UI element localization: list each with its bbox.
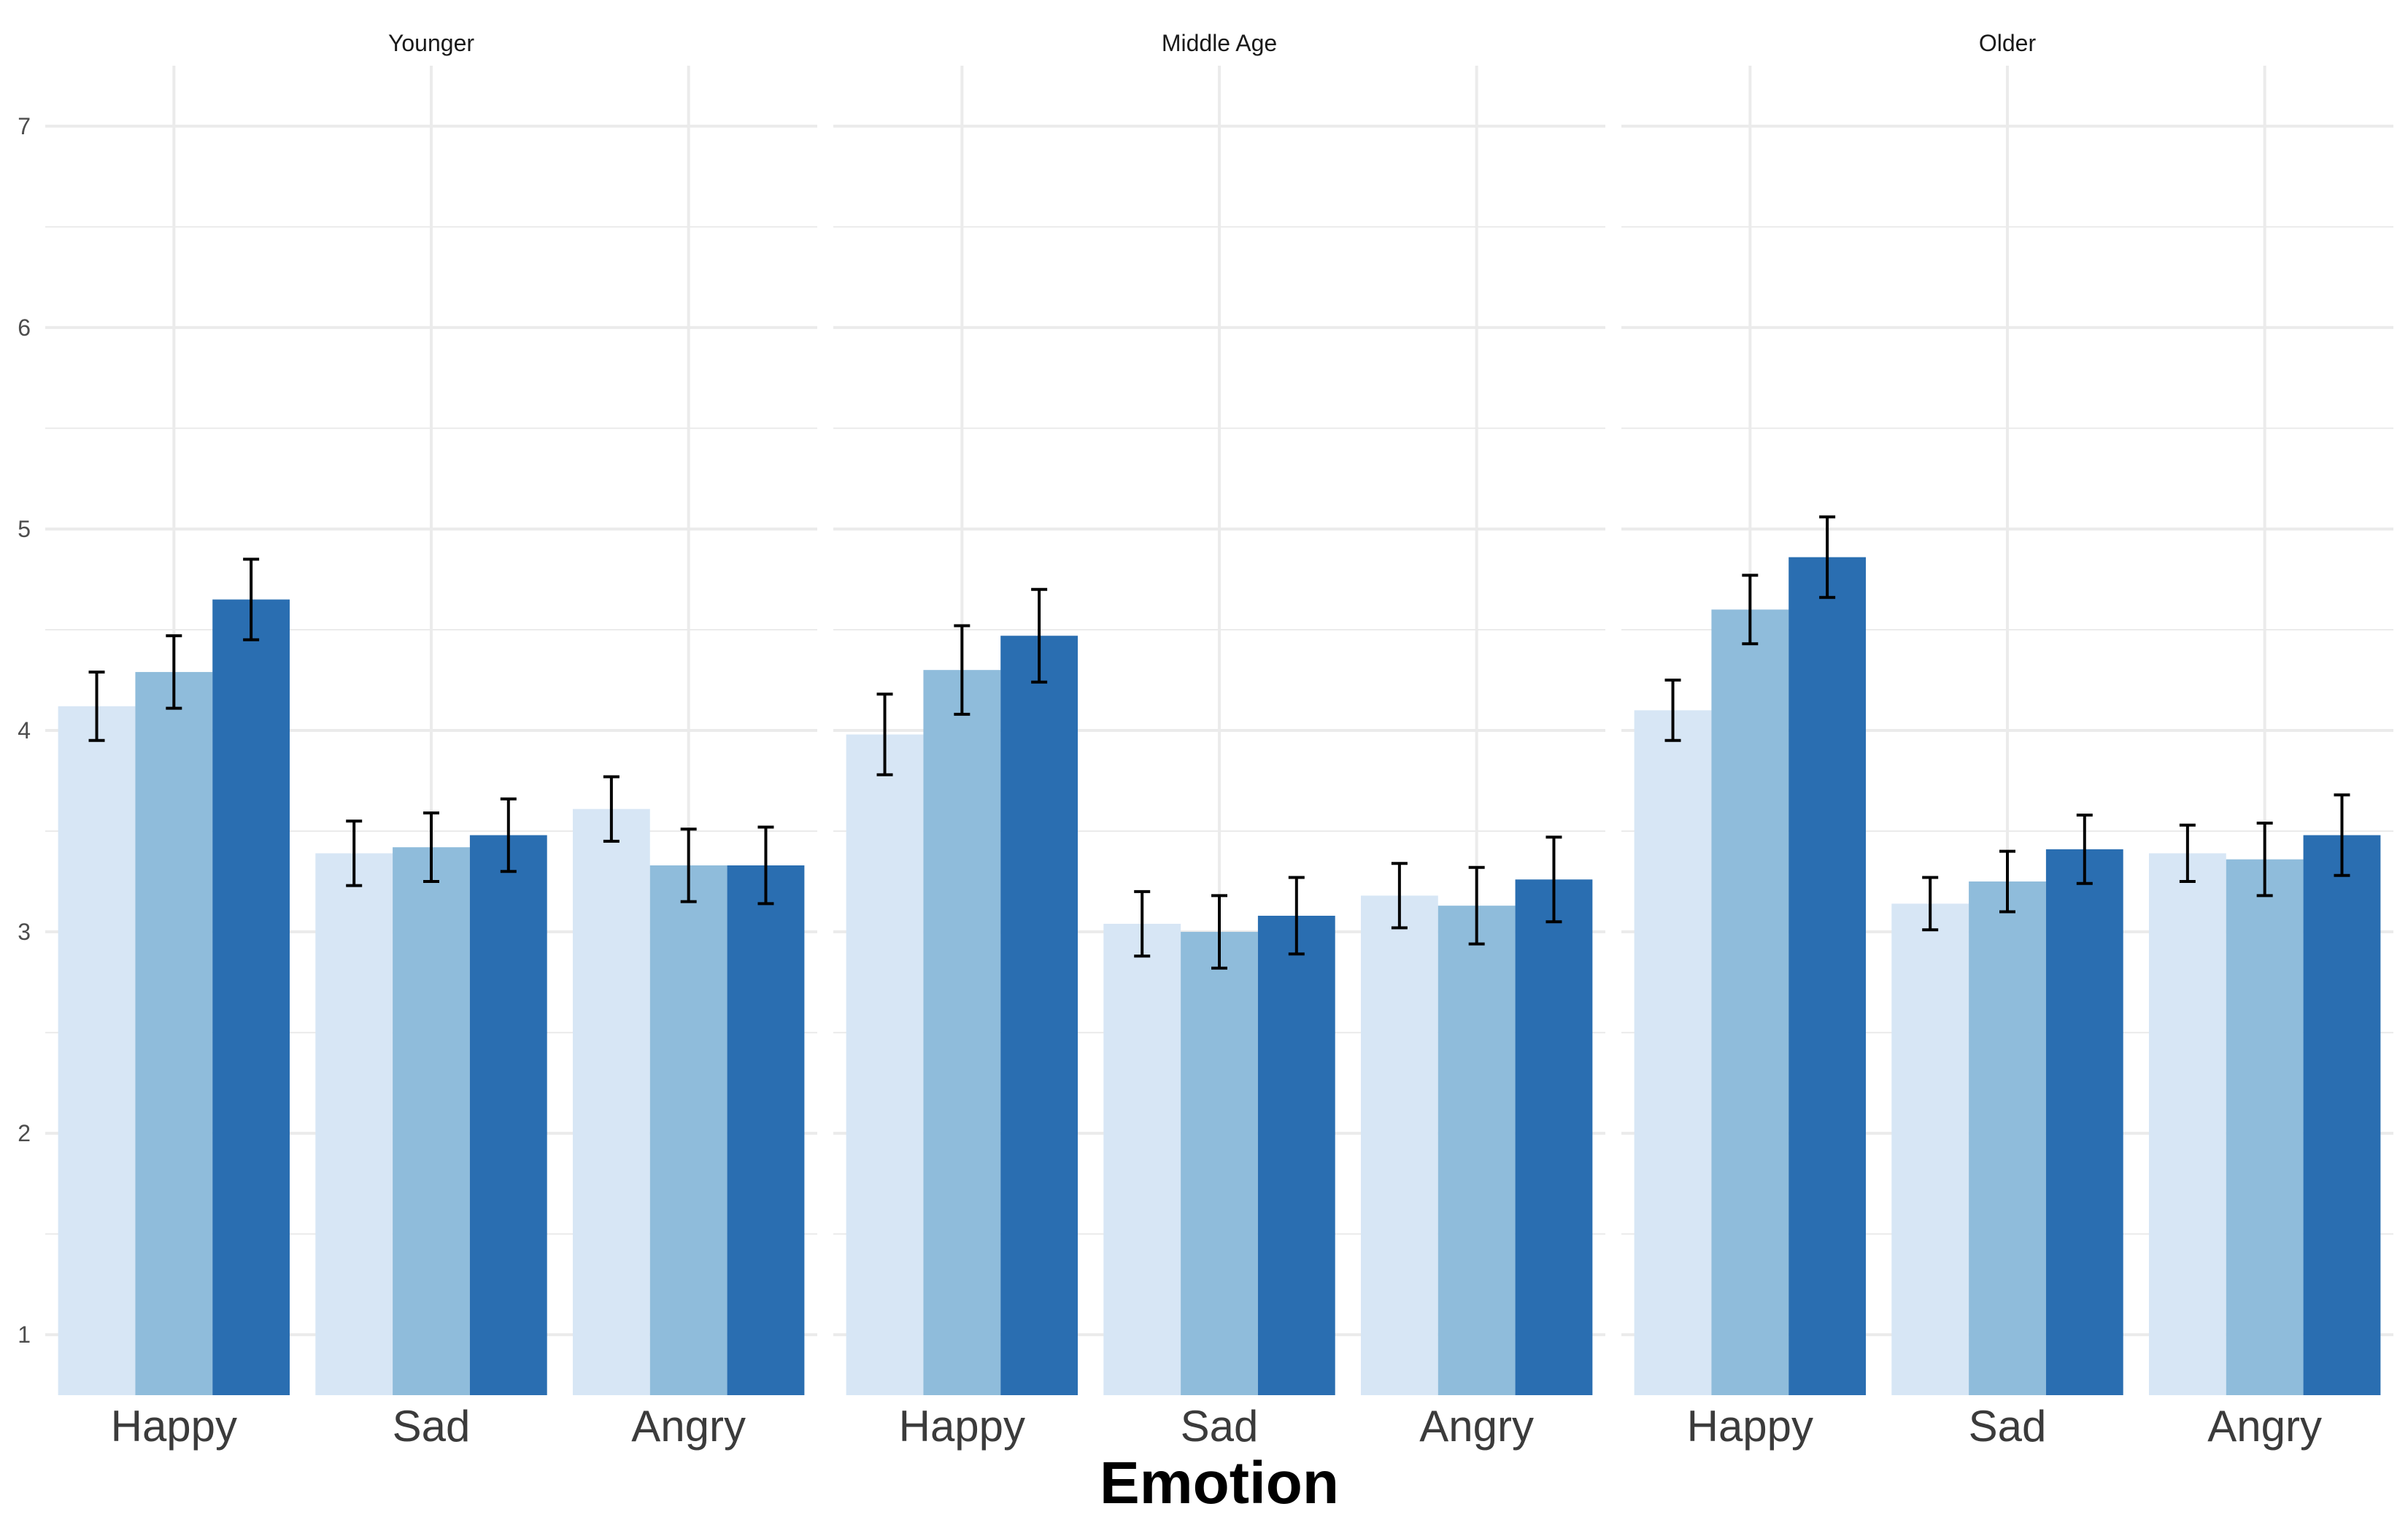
- facet-panel: Happy Sad Angry Younger: [45, 30, 817, 1451]
- bar: [2148, 853, 2226, 1395]
- bar: [315, 853, 393, 1395]
- facet-panel: Happy Sad Angry Older: [1621, 30, 2393, 1451]
- bar: [1634, 710, 1712, 1395]
- x-tick-label: Sad: [1969, 1402, 2047, 1451]
- y-tick-label: 3: [18, 919, 31, 945]
- bar: [1103, 924, 1181, 1395]
- x-tick-label: Angry: [1419, 1402, 1534, 1451]
- x-tick-label: Angry: [631, 1402, 746, 1451]
- y-tick-label: 6: [18, 314, 31, 341]
- x-tick-label: Happy: [899, 1402, 1025, 1451]
- bar: [2226, 859, 2304, 1395]
- x-axis-title: Emotion: [1100, 1450, 1339, 1516]
- bar: [1891, 903, 1969, 1395]
- x-tick-label: Sad: [393, 1402, 471, 1451]
- y-tick-label: 7: [18, 113, 31, 139]
- bar: [1515, 879, 1593, 1395]
- x-tick-label: Happy: [111, 1402, 237, 1451]
- panel-title: Older: [1979, 30, 2037, 56]
- bar: [923, 670, 1001, 1395]
- bar: [649, 865, 728, 1395]
- bar: [1360, 895, 1438, 1395]
- bar: [1257, 915, 1335, 1395]
- facet-panel: Happy Sad Angry Middle Age: [833, 30, 1605, 1451]
- bar: [1788, 557, 1867, 1395]
- y-tick-label: 1: [18, 1321, 31, 1348]
- y-tick-label: 5: [18, 516, 31, 542]
- bar: [846, 734, 924, 1395]
- bar: [727, 865, 805, 1395]
- bar: [1711, 609, 1789, 1395]
- panel-title: Younger: [388, 30, 474, 56]
- bar: [1181, 932, 1258, 1395]
- bar: [1000, 636, 1078, 1396]
- panel-title: Middle Age: [1162, 30, 1277, 56]
- bar: [469, 835, 547, 1395]
- bar: [2303, 835, 2381, 1395]
- bar: [135, 671, 213, 1395]
- x-tick-label: Sad: [1181, 1402, 1259, 1451]
- bar: [1969, 881, 2046, 1395]
- bar: [2045, 849, 2123, 1395]
- y-tick-label: 4: [18, 717, 31, 744]
- bar: [572, 808, 650, 1395]
- bar: [58, 706, 136, 1395]
- bar: [1438, 906, 1516, 1395]
- bar: [393, 847, 470, 1395]
- x-tick-label: Angry: [2207, 1402, 2322, 1451]
- bar: [212, 599, 290, 1396]
- x-tick-label: Happy: [1687, 1402, 1813, 1451]
- y-tick-label: 2: [18, 1120, 31, 1146]
